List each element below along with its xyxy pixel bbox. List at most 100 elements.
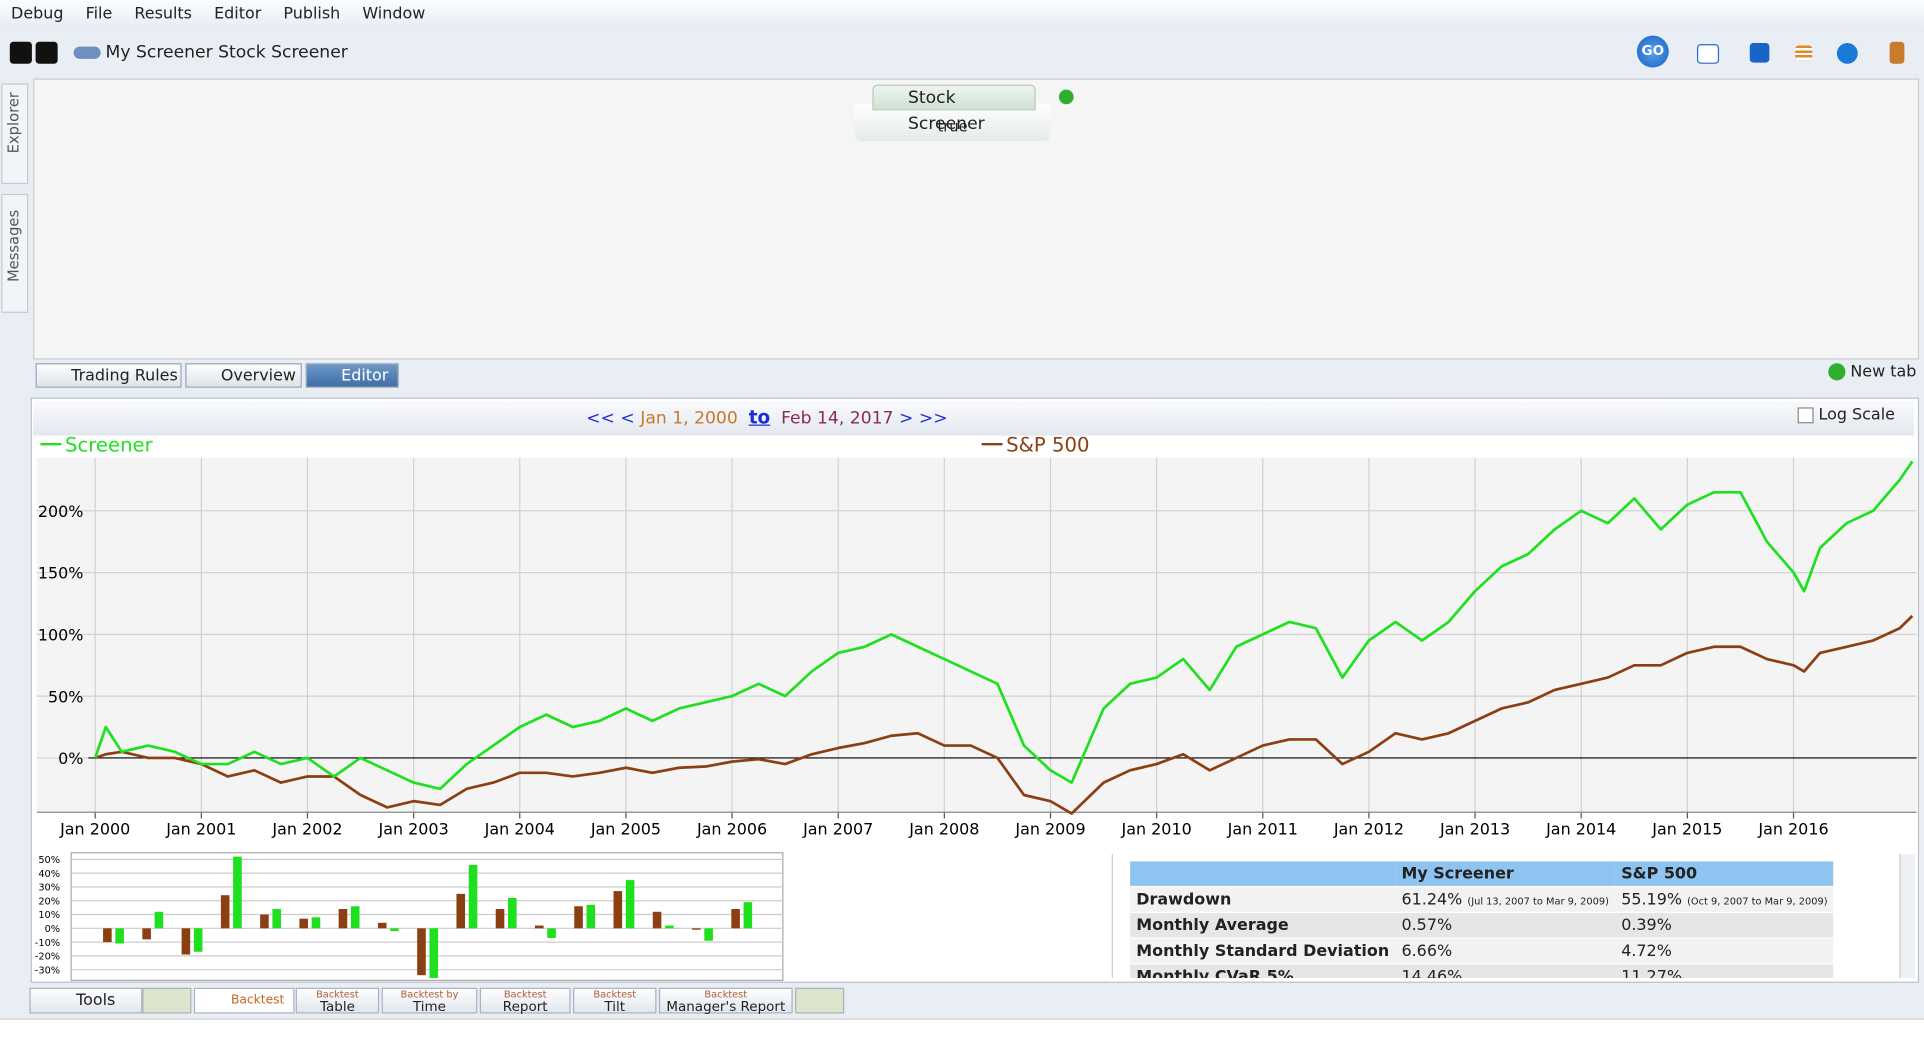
cell-value: 4.72% (1621, 941, 1672, 961)
save-button[interactable] (1749, 42, 1770, 63)
menu-item[interactable]: Debug (11, 4, 64, 24)
start-date[interactable]: Jan 1, 2000 (640, 408, 738, 429)
toolbar: My Screener Stock Screener GO (0, 34, 1924, 71)
icon-tab[interactable] (795, 987, 845, 1014)
plot-area (36, 457, 1917, 813)
icon-tab[interactable] (142, 987, 192, 1014)
menu-item[interactable]: Editor (214, 4, 262, 24)
bottom-tab[interactable]: Backtest Tilt (573, 987, 657, 1014)
bar (103, 928, 112, 943)
bottom-tab[interactable]: Backtest (193, 987, 295, 1014)
y-tick-label: 20% (38, 896, 60, 907)
screener-icon (73, 46, 101, 59)
x-tick-label: Jan 2011 (1227, 819, 1298, 838)
menu-item[interactable]: Results (134, 4, 193, 24)
y-tick-label: 40% (38, 869, 60, 880)
bar (193, 928, 203, 952)
chart-header (33, 401, 1915, 436)
series-line (94, 614, 1914, 815)
bar (350, 906, 360, 929)
tab-sublabel: Backtest (704, 988, 748, 1001)
editor-tab[interactable]: Editor (305, 363, 399, 388)
nav-to[interactable]: to (748, 406, 771, 429)
menu-item[interactable]: Publish (283, 4, 341, 24)
end-date[interactable]: Feb 14, 2017 (781, 408, 894, 429)
bottom-tab[interactable]: Backtest Manager's Report (658, 987, 793, 1014)
tab-label: Tools (76, 991, 116, 1010)
x-tick-label: Jan 2015 (1651, 819, 1722, 838)
bottom-tab[interactable]: Backtest Table (295, 987, 380, 1014)
row-label: Drawdown (1130, 886, 1396, 913)
tab-label: Editor (341, 366, 389, 386)
header-cell: S&P 500 (1615, 861, 1834, 888)
help-button[interactable] (1836, 42, 1858, 64)
log-scale-label[interactable]: Log Scale (1818, 406, 1895, 425)
bottom-tab[interactable]: Tools (29, 987, 143, 1014)
cell-value: 14.46% (1401, 967, 1463, 978)
bar (154, 911, 164, 929)
scrollbar[interactable] (1899, 854, 1916, 978)
x-tick-label: Jan 2008 (908, 819, 979, 838)
list-button[interactable] (1795, 45, 1813, 61)
x-tick-label: Jan 2014 (1545, 819, 1616, 838)
go-button[interactable]: GO (1636, 35, 1669, 68)
tab-sublabel: Backtest by (400, 988, 459, 1001)
home-button[interactable] (35, 41, 58, 64)
add-node-button[interactable] (1058, 89, 1074, 105)
overview-tab[interactable]: Overview (185, 363, 302, 388)
trading-rules-tab[interactable]: Trading Rules (35, 363, 182, 388)
value-cell: 61.24% (Jul 13, 2007 to Mar 9, 2009) (1395, 886, 1616, 913)
exit-button[interactable] (1889, 41, 1905, 64)
menu-item[interactable]: Window (362, 4, 426, 24)
messages-tab[interactable]: Messages (1, 193, 29, 313)
back-button[interactable] (9, 41, 32, 64)
bar (456, 893, 466, 929)
nav-first[interactable]: << (586, 408, 615, 429)
bottom-tab[interactable]: Backtest by Time (381, 987, 478, 1015)
nav-next[interactable]: > (898, 408, 914, 429)
table-header: My Screener S&P 500 (1130, 861, 1834, 888)
bottom-tab[interactable]: Backtest Report (479, 987, 571, 1014)
node-tab[interactable]: Stock Screener (872, 84, 1036, 134)
value-cell: 11.27% (1615, 963, 1834, 978)
log-scale-checkbox[interactable] (1797, 407, 1814, 424)
bar (338, 909, 348, 929)
x-tick-label: Jan 2005 (590, 819, 661, 838)
table-row: Monthly CVaR 5% 14.46% 11.27% (1130, 963, 1834, 978)
tab-label: Overview (220, 366, 296, 386)
bar (507, 897, 517, 929)
bar (260, 914, 269, 929)
y-tick-label: 50% (38, 855, 60, 866)
explorer-tab[interactable]: Explorer (1, 83, 29, 185)
bar (495, 909, 505, 929)
menu-bar: Debug File Results Editor Publish Window (0, 0, 1924, 31)
cell-value: 11.27% (1621, 967, 1683, 978)
bar (377, 922, 387, 929)
nav-prev[interactable]: < (620, 408, 635, 429)
new-tab-icon[interactable] (1828, 363, 1846, 381)
bar (468, 864, 478, 929)
bar (115, 928, 124, 944)
bar (625, 880, 635, 929)
chart-button[interactable] (1696, 44, 1720, 64)
menu-item[interactable]: File (85, 4, 113, 24)
bar (665, 925, 674, 929)
status-area (0, 1018, 1924, 1044)
stats-panel: My Screener S&P 500 Drawdown 61.24% (Jul 13… (1111, 854, 1916, 978)
bar (704, 928, 713, 941)
y-tick-label: -30% (35, 965, 60, 976)
bar (534, 925, 544, 929)
document-title: My Screener Stock Screener (105, 42, 348, 63)
cell-value: 55.19% (1621, 890, 1683, 909)
x-tick-label: Jan 2010 (1121, 819, 1192, 838)
new-tab-label[interactable]: New tab (1850, 363, 1917, 382)
nav-last[interactable]: >> (918, 408, 948, 429)
cell-note: (Oct 9, 2007 to Mar 9, 2009) (1687, 895, 1828, 907)
bar (613, 891, 623, 929)
tab-label: Time (412, 998, 446, 1015)
cell-value: 6.66% (1401, 941, 1453, 961)
bar (574, 906, 583, 929)
value-cell: 0.57% (1395, 912, 1616, 939)
